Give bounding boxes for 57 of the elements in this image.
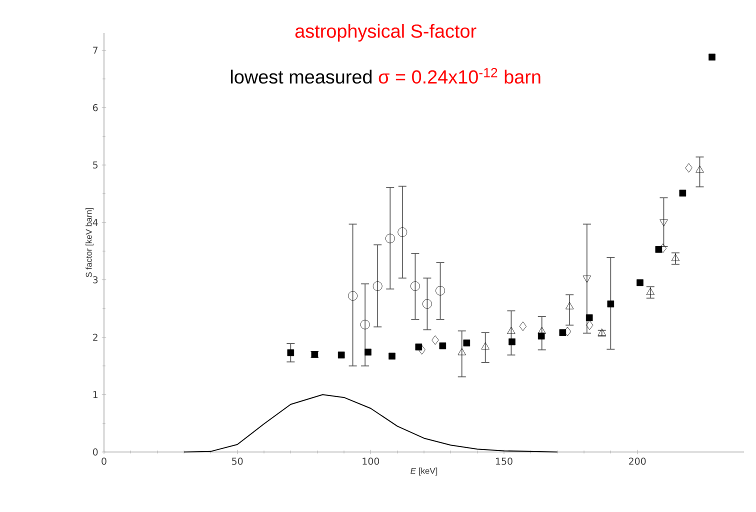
point [559, 329, 566, 336]
point [671, 254, 680, 262]
point [538, 326, 546, 334]
y-tick-label: 2 [93, 334, 98, 341]
y-tick-label: 3 [93, 276, 98, 284]
line-series [184, 394, 558, 452]
text: lowest measured [231, 70, 372, 84]
point [348, 291, 358, 301]
point [679, 190, 686, 197]
point [463, 340, 470, 346]
point [385, 234, 395, 244]
point [398, 227, 408, 237]
point [372, 281, 382, 291]
y-tick-label: 4 [92, 218, 98, 226]
point [410, 281, 420, 291]
point [287, 349, 294, 356]
y-tick-label: 6 [92, 104, 98, 112]
y-axis-title: S factor [keV barn] [86, 208, 94, 278]
x-tick-label: 100 [362, 458, 380, 465]
x-tick-label: 50 [232, 458, 243, 465]
x-tick-label: 0 [102, 458, 106, 465]
point [708, 54, 716, 61]
point [685, 163, 692, 173]
point [566, 302, 574, 310]
point [586, 314, 593, 322]
point [607, 300, 614, 308]
x-axis-title: E [keV] [410, 468, 438, 476]
point [422, 299, 432, 309]
y-tick-label: 0 [92, 448, 98, 456]
point [582, 276, 592, 283]
point [636, 279, 644, 286]
y-tick-label: 7 [93, 46, 98, 54]
y-tick-label: 5 [93, 161, 98, 169]
annotation: σ = 0.24x10$^{-12}$ barn [378, 68, 540, 84]
point [418, 345, 426, 355]
point [519, 322, 527, 331]
point [439, 342, 446, 350]
point [481, 342, 490, 350]
x-tick-label: 150 [496, 458, 512, 465]
point [538, 332, 545, 340]
point [388, 352, 396, 360]
point [507, 326, 516, 334]
point [436, 286, 445, 296]
chart-title: astrophysical S-factor [295, 24, 476, 42]
point [458, 348, 466, 356]
point [338, 352, 345, 358]
point [432, 335, 439, 345]
point [586, 320, 594, 330]
point [696, 165, 704, 173]
point [646, 288, 655, 295]
x-tick-label: 200 [628, 458, 646, 465]
y-tick-label: 1 [93, 391, 98, 398]
point [360, 320, 370, 330]
point [415, 344, 422, 350]
point [508, 338, 516, 346]
point [364, 348, 372, 356]
point [660, 219, 668, 227]
